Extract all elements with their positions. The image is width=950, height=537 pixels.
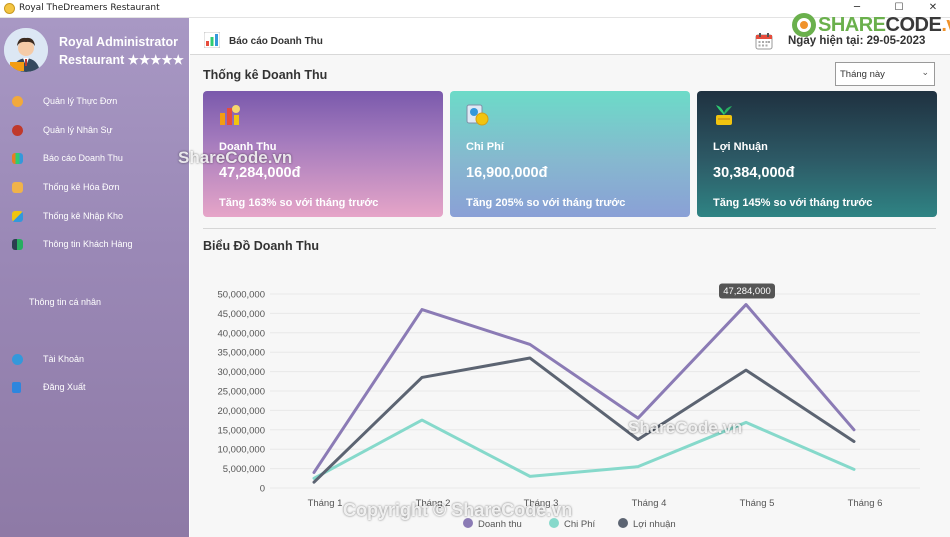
sidebar-item-customers[interactable]: Thông tin Khách Hàng [0,234,189,256]
menu-icon [12,96,23,107]
y-tick-label: 30,000,000 [217,367,265,378]
legend-label: Chi Phí [564,519,596,530]
x-tick-label: Tháng 6 [848,498,883,509]
sidebar-item-menu[interactable]: Quản lý Thực Đơn [0,91,189,113]
chevron-down-icon: ⌄ [921,67,929,77]
card-value: 30,384,000đ [713,165,795,181]
revenue-card: Doanh Thu 47,284,000đ Tăng 163% so với t… [203,91,443,217]
admin-avatar [4,28,48,72]
brand-line-1: Royal Administrator [59,35,179,49]
sidebar-item-label: Thông tin Khách Hàng [43,239,133,249]
section-divider [203,228,936,229]
cost-card: Chi Phí 16,900,000đ Tăng 205% so với thá… [450,91,690,217]
logout-icon [12,382,21,393]
legend-marker [618,518,628,528]
minimize-button[interactable]: ─ [853,2,861,13]
sidebar-section-personal: Thông tin cá nhân [0,292,189,314]
brand-title: Royal Administrator Restaurant ★★★★★ [59,33,184,69]
series-line-2 [312,418,856,480]
card-note: Tăng 163% so với tháng trước [219,197,379,209]
sidebar-item-label: Quản lý Nhân Sự [43,125,113,135]
close-button[interactable]: ✕ [928,2,938,13]
sidebar: Royal Administrator Restaurant ★★★★★ Quả… [0,18,189,537]
profit-icon [716,105,732,125]
staff-icon [12,125,23,136]
tooltip-label: 47,284,000 [723,286,771,297]
brand-line-2: Restaurant ★★★★★ [59,53,184,67]
y-tick-label: 5,000,000 [223,464,265,475]
maximize-button[interactable]: ☐ [894,2,904,13]
sidebar-item-label: Thống kê Hóa Đơn [43,182,120,192]
card-name: Doanh Thu [219,141,277,153]
y-tick-label: 0 [260,484,265,495]
series-line-1 [312,303,856,474]
x-tick-label: Tháng 5 [740,498,775,509]
legend-marker [463,518,473,528]
report-icon [12,153,23,164]
period-select[interactable]: Tháng này ⌄ [835,62,935,86]
y-tick-label: 50,000,000 [217,290,265,301]
card-name: Chi Phí [466,141,504,153]
card-name: Lợi Nhuận [713,141,768,153]
window-titlebar: Royal TheDreamers Restaurant ─ ☐ ✕ [0,0,950,18]
account-icon [12,354,23,365]
warehouse-icon [12,211,23,222]
stats-title: Thống kê Doanh Thu [203,68,328,82]
revenue-icon [220,105,240,125]
current-date: Ngày hiện tại: 29-05-2023 [788,35,926,47]
y-tick-label: 45,000,000 [217,309,265,320]
y-tick-label: 15,000,000 [217,425,265,436]
legend-label: Lợi nhuận [633,519,676,530]
card-value: 47,284,000đ [219,165,301,181]
page-title: Báo cáo Doanh Thu [229,36,323,47]
sidebar-item-label: Đăng Xuất [43,382,86,392]
customers-icon [12,239,23,250]
page-header: Báo cáo Doanh Thu Ngày hiện tại: 29-05-2… [190,18,950,55]
card-value: 16,900,000đ [466,165,548,181]
profit-card: Lợi Nhuận 30,384,000đ Tăng 145% so với t… [697,91,937,217]
revenue-line-chart: 0 5,000,000 10,000,000 15,000,000 20,000,000… [217,283,920,530]
chart-title: Biểu Đồ Doanh Thu [203,239,319,253]
y-tick-label: 20,000,000 [217,406,265,417]
card-note: Tăng 205% so với tháng trước [466,197,626,209]
x-tick-label: Tháng 3 [524,498,559,509]
legend-label: Doanh thu [478,519,522,530]
legend-marker [549,518,559,528]
sidebar-item-account[interactable]: Tài Khoản [0,349,189,371]
sharecode-logo-icon [792,13,816,37]
card-note: Tăng 145% so với tháng trước [713,197,873,209]
tooltip-box [719,283,775,299]
sidebar-item-label: Thống kê Nhập Kho [43,211,124,221]
sidebar-item-invoices[interactable]: Thống kê Hóa Đơn [0,177,189,199]
x-tick-label: Tháng 1 [308,498,343,509]
x-tick-label: Tháng 4 [632,498,667,509]
cost-icon [466,104,489,126]
sidebar-item-label: Báo cáo Doanh Thu [43,153,123,163]
section-label: Thông tin cá nhân [29,297,102,307]
calendar-icon [755,33,773,50]
sidebar-item-logout[interactable]: Đăng Xuất [0,377,189,399]
window-title: Royal TheDreamers Restaurant [19,3,160,13]
sidebar-item-label: Tài Khoản [43,354,85,364]
y-tick-label: 35,000,000 [217,348,265,359]
app-icon [4,3,15,14]
x-tick-label: Tháng 2 [416,498,451,509]
period-select-value: Tháng này [840,69,885,80]
main-content: Báo cáo Doanh Thu Ngày hiện tại: 29-05-2… [190,18,950,537]
sidebar-item-revenue-report[interactable]: Báo cáo Doanh Thu [0,148,189,170]
y-tick-label: 10,000,000 [217,445,265,456]
sidebar-item-staff[interactable]: Quản lý Nhân Sự [0,120,189,142]
sidebar-item-warehouse[interactable]: Thống kê Nhập Kho [0,206,189,228]
invoice-icon [12,182,23,193]
sharecode-logo: SHARECODE.vn [792,13,950,37]
report-header-icon [204,32,220,48]
sidebar-item-label: Quản lý Thực Đơn [43,96,118,106]
y-tick-label: 25,000,000 [217,387,265,398]
y-tick-label: 40,000,000 [217,328,265,339]
series-line-3 [312,356,856,484]
